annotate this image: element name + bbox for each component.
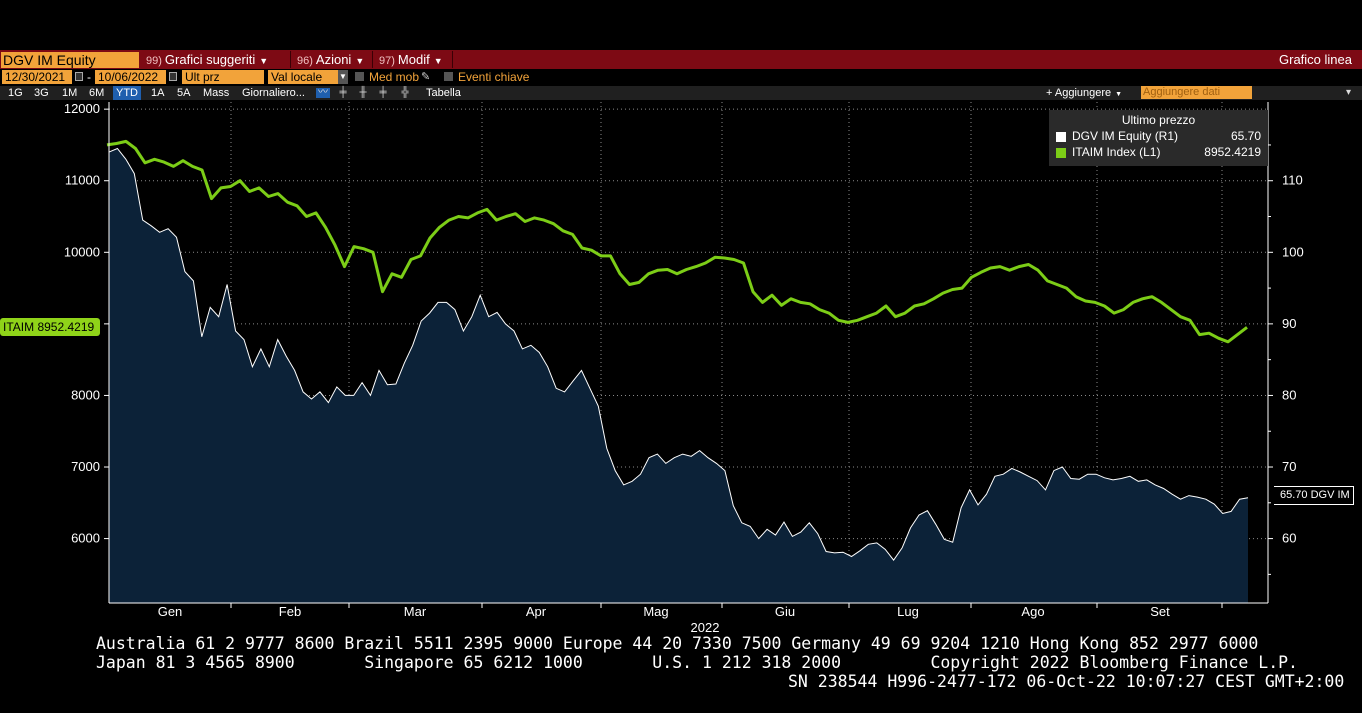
add-button[interactable]: + Aggiungere ▼ [1046, 86, 1122, 102]
left-tick-label: 6000 [71, 531, 100, 546]
calendar-icon[interactable] [169, 72, 177, 81]
x-tick-label: Ago [1021, 604, 1044, 619]
chart-type-label: Grafico linea [1279, 52, 1352, 67]
add-button-label: + Aggiungere [1046, 87, 1112, 99]
legend: Ultimo prezzo DGV IM Equity (R1) 65.70 I… [1049, 110, 1268, 166]
calendar-icon[interactable] [75, 72, 83, 81]
x-tick-label: Mag [643, 604, 668, 619]
x-tick-label: Gen [158, 604, 183, 619]
chevron-down-icon: ▼ [1115, 91, 1123, 98]
dgv-equity-line [108, 147, 1249, 561]
key-events-checkbox[interactable] [444, 72, 453, 81]
menu-label: Grafici suggeriti [164, 52, 256, 67]
x-tick-label: Giu [775, 604, 795, 619]
itaim-last-price-tag: ITAIM 8952.4219 [0, 318, 101, 336]
pencil-icon[interactable]: ✎ [421, 71, 431, 83]
right-axis: 60 70 80 90 100 110 [1268, 144, 1304, 575]
right-tick-label: 110 [1282, 173, 1303, 188]
x-axis: Gen Feb Mar Apr Mag Giu Lug Ago Set 2022 [158, 603, 1223, 635]
command-bar [0, 50, 1362, 69]
menu-number: 97) [379, 55, 395, 67]
legend-row-itaim: ITAIM Index (L1) 8952.4219 [1055, 145, 1265, 160]
period-ytd[interactable]: YTD [113, 86, 141, 100]
frequency-selector[interactable]: Giornaliero... [242, 87, 305, 99]
menu-number: 99) [146, 55, 162, 67]
period-3g[interactable]: 3G [34, 87, 49, 99]
axes [108, 102, 1269, 604]
left-tick-label: 12000 [64, 101, 100, 116]
right-tick-label: 80 [1282, 387, 1296, 402]
price-field[interactable]: Ult prz [182, 70, 264, 84]
moving-average-checkbox[interactable] [355, 72, 364, 81]
menu-edit[interactable]: 97) Modif ▼ [379, 52, 443, 68]
right-tick-label: 60 [1282, 531, 1296, 546]
left-tick-label: 10000 [64, 244, 100, 259]
menu-divider [452, 51, 453, 68]
footer-copyright: Japan 81 3 4565 8900 Singapore 65 6212 1… [96, 653, 1298, 672]
table-button[interactable]: Tabella [426, 87, 461, 99]
footer-phones: Australia 61 2 9777 8600 Brazil 5511 239… [96, 634, 1259, 653]
ohlc-chart-icon[interactable]: ╪ [379, 87, 387, 98]
x-tick-label: Mar [404, 604, 427, 619]
start-date-field[interactable]: 12/30/2021 [2, 70, 72, 84]
dgv-last-price-tag: 65.70 DGV IM [1274, 486, 1354, 505]
line-chart-icon[interactable]: 〰 [316, 87, 330, 98]
collapse-icon[interactable]: ▾ [1346, 87, 1352, 98]
security-field[interactable]: DGV IM Equity [1, 52, 139, 68]
right-tick-label: 100 [1282, 244, 1304, 259]
period-5a[interactable]: 5A [177, 87, 191, 99]
add-data-input[interactable]: Aggiungere dati [1141, 86, 1252, 99]
date-dash: - [87, 70, 91, 84]
menu-number: 96) [297, 55, 313, 67]
moving-average-label[interactable]: Med mob [369, 70, 420, 84]
x-tick-label: Feb [279, 604, 301, 619]
x-tick-label: Set [1150, 604, 1170, 619]
menu-divider [290, 51, 291, 68]
period-1a[interactable]: 1A [151, 87, 165, 99]
dgv-area-fill [109, 148, 1248, 603]
toolbar [0, 86, 1362, 100]
key-events-label[interactable]: Eventi chiave [458, 70, 530, 84]
legend-title: Ultimo prezzo [1121, 113, 1196, 127]
period-max[interactable]: Mass [203, 87, 230, 99]
menu-label: Azioni [315, 52, 352, 67]
itaim-index-line [106, 139, 1248, 344]
footer-serial: SN 238544 H996-2477-172 06-Oct-22 10:07:… [788, 672, 1345, 691]
currency-field[interactable]: Val locale [268, 70, 338, 84]
left-tick-label: 8000 [71, 387, 100, 402]
chevron-down-icon: ▼ [259, 56, 269, 66]
menu-actions[interactable]: 96) Azioni ▼ [297, 52, 364, 68]
chevron-down-icon: ▼ [433, 56, 443, 66]
menu-divider [372, 51, 373, 68]
left-tick-label: 7000 [71, 459, 100, 474]
bar-chart-icon[interactable]: ╫ [359, 87, 367, 98]
legend-swatch [1056, 132, 1066, 142]
chevron-down-icon: ▼ [355, 56, 365, 66]
chevron-down-icon[interactable]: ▼ [338, 70, 348, 84]
right-tick-label: 90 [1282, 316, 1296, 331]
legend-name: ITAIM Index (L1) [1072, 145, 1161, 159]
legend-swatch [1056, 148, 1066, 158]
candle-chart-icon[interactable]: ╪ [339, 87, 347, 98]
end-date-field[interactable]: 10/06/2022 [95, 70, 166, 84]
mountain-chart-icon[interactable]: ╬ [401, 87, 409, 98]
menu-label: Modif [397, 52, 430, 67]
period-1g[interactable]: 1G [8, 87, 23, 99]
period-6m[interactable]: 6M [89, 87, 105, 99]
left-tick-label: 11000 [65, 173, 100, 188]
x-tick-label: Apr [526, 604, 547, 619]
legend-value: 8952.4219 [1204, 145, 1261, 159]
menu-suggested-charts[interactable]: 99) Grafici suggeriti ▼ [146, 52, 268, 68]
x-year-label: 2022 [691, 620, 720, 635]
legend-value: 65.70 [1230, 129, 1261, 143]
legend-row-dgv: DGV IM Equity (R1) 65.70 [1055, 129, 1265, 144]
x-tick-label: Lug [897, 604, 919, 619]
legend-name: DGV IM Equity (R1) [1072, 129, 1179, 143]
period-1m[interactable]: 1M [62, 87, 78, 99]
right-tick-label: 70 [1282, 459, 1296, 474]
